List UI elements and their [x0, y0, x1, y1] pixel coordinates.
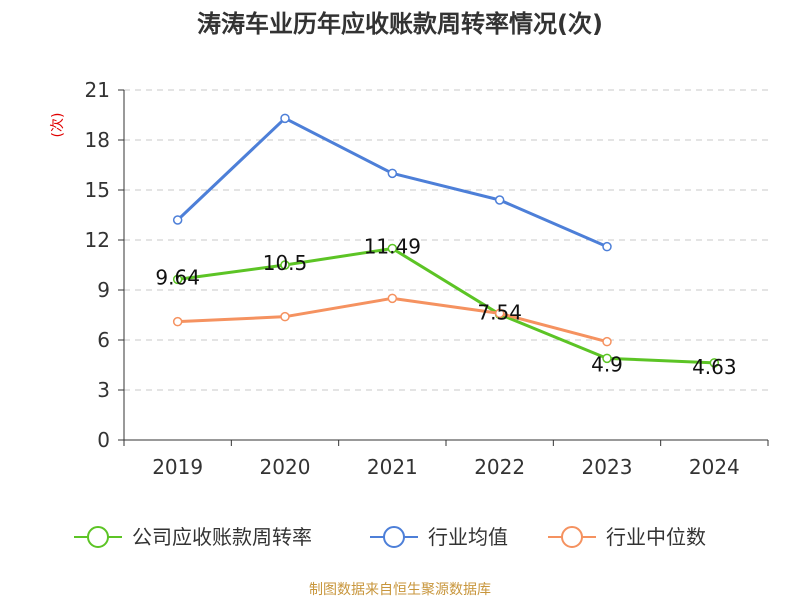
data-point: [280, 311, 290, 322]
series-line: [177, 247, 715, 365]
data-label: 11.49: [364, 235, 421, 259]
data-point: [602, 353, 612, 364]
data-point: [494, 195, 505, 205]
series-line: [176, 116, 608, 249]
data-point: [387, 168, 398, 179]
legend: 公司应收账款周转率 行业均值 行业中位数: [74, 525, 706, 549]
x-tick-label: 2020: [260, 455, 311, 479]
legend-label: 行业中位数: [606, 525, 706, 549]
legend-label: 行业均值: [428, 525, 508, 549]
data-point: [387, 243, 398, 254]
data-point: [172, 316, 183, 327]
data-point: [280, 260, 290, 270]
source-note: 制图数据来自恒生聚源数据库: [309, 582, 491, 598]
x-tick-label: 2022: [474, 455, 525, 479]
data-point: [602, 336, 612, 347]
x-tick-label: 2019: [152, 455, 203, 479]
y-tick-label: 12: [85, 228, 110, 252]
y-tick-label: 18: [85, 128, 110, 152]
data-point: [602, 241, 612, 252]
legend-swatch-marker: [383, 526, 405, 548]
y-tick-label: 0: [97, 428, 110, 452]
data-label: 4.63: [692, 355, 737, 379]
y-tick-label: 9: [97, 278, 110, 302]
chart-title: 涛涛车业历年应收账款周转率情况(次): [197, 10, 603, 38]
legend-swatch-marker: [561, 526, 583, 548]
data-point: [172, 274, 183, 285]
y-tick-label: 21: [85, 78, 110, 102]
data-labels: 9.64 10.5 11.49 7.54 4.9 4.63: [155, 235, 736, 379]
legend-label: 公司应收账款周转率: [132, 525, 312, 549]
series-0: [172, 243, 720, 368]
data-label: 10.5: [263, 251, 308, 275]
x-tick-label: 2024: [689, 455, 740, 479]
series-line: [177, 296, 608, 344]
y-tick-label: 15: [85, 178, 110, 202]
y-tick-label: 6: [97, 328, 110, 352]
data-point: [387, 293, 398, 304]
gridlines: [124, 89, 768, 391]
x-tick-label: 2023: [582, 455, 633, 479]
x-tick-label: 2021: [367, 455, 418, 479]
series-1: [172, 113, 612, 252]
data-point: [709, 358, 720, 368]
series-layer: [172, 113, 720, 368]
data-label: 7.54: [477, 300, 522, 324]
data-point: [172, 215, 183, 225]
series-2: [172, 293, 612, 347]
legend-item: 行业均值: [370, 525, 508, 549]
legend-item: 公司应收账款周转率: [74, 525, 312, 549]
legend-item: 行业中位数: [548, 525, 706, 549]
data-point: [280, 113, 290, 124]
y-tick-label: 3: [97, 378, 110, 402]
data-label: 9.64: [155, 265, 200, 289]
data-label: 4.9: [591, 352, 623, 376]
legend-swatch-marker: [87, 526, 109, 548]
data-point: [494, 308, 505, 319]
y-axis-unit-label: (次): [50, 113, 66, 138]
axes: 0 3 6 9 12 15 18 21 2019 2020 2021 2022 2023 2024: [85, 78, 769, 479]
